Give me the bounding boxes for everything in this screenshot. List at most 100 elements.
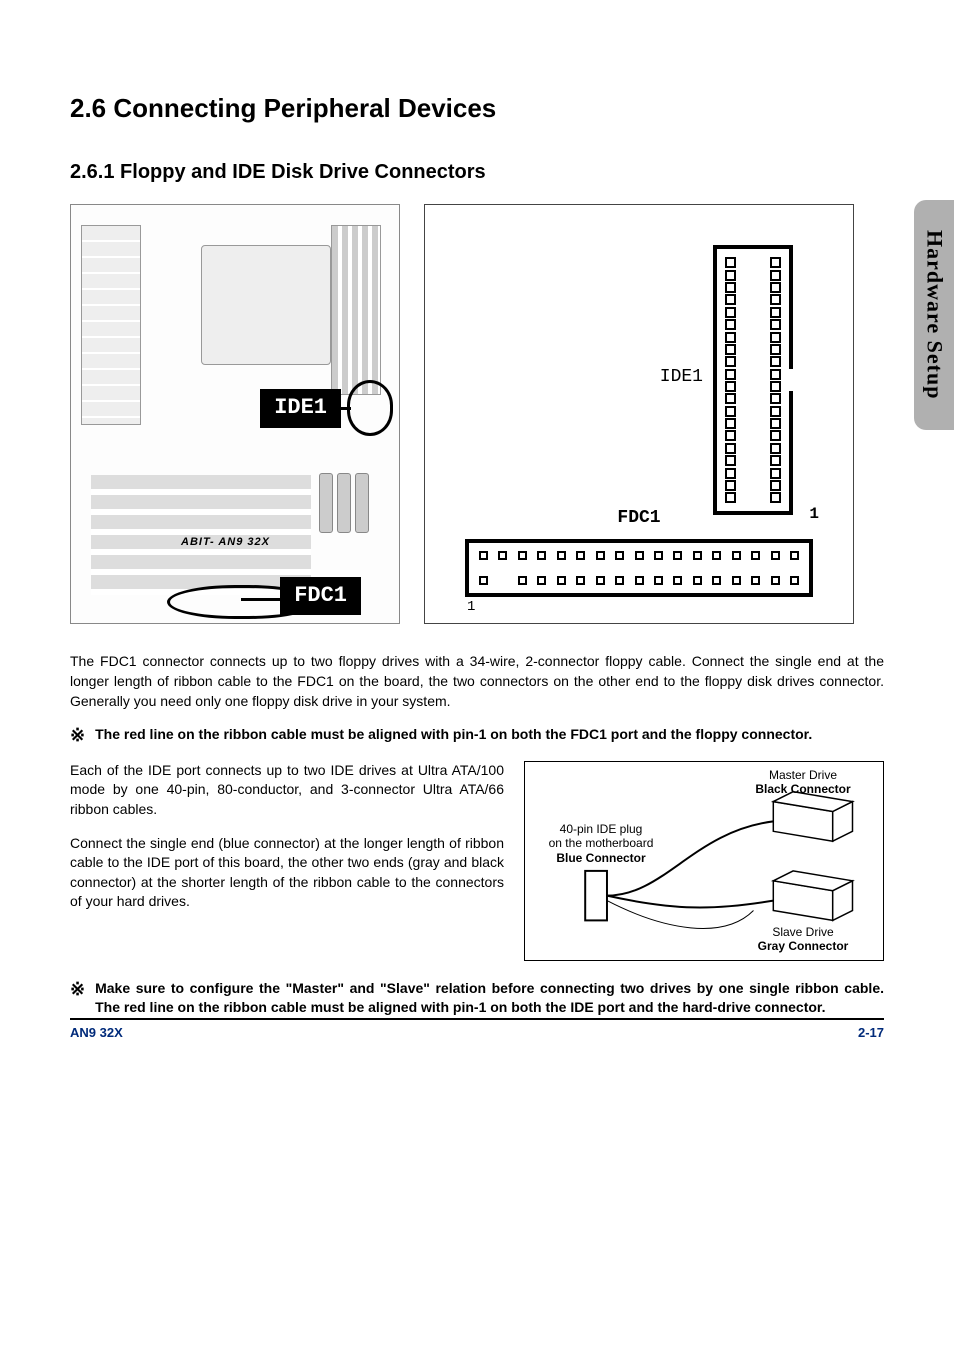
connector-figure: IDE1 1 FDC1 1 — [424, 204, 854, 624]
ide-pin — [725, 393, 736, 404]
two-column-block: Each of the IDE port connects up to two … — [70, 761, 884, 961]
ide-pin-row — [725, 257, 781, 268]
fdc1-callout-label: FDC1 — [280, 577, 361, 616]
note-symbol: ※ — [70, 979, 85, 1018]
ide-pin — [725, 307, 736, 318]
ide-pin — [770, 480, 781, 491]
fdc-pin — [771, 551, 780, 560]
fdc-pin — [498, 551, 507, 560]
ide-pin — [770, 468, 781, 479]
ide-pin — [725, 319, 736, 330]
fdc-pin — [518, 576, 527, 585]
ide-pin — [770, 406, 781, 417]
fdc-pin — [557, 576, 566, 585]
ide-pin-row — [725, 443, 781, 454]
paragraph-3: Connect the single end (blue connector) … — [70, 834, 504, 912]
cpu-socket — [201, 245, 331, 365]
ide-pin — [725, 369, 736, 380]
ide-pin — [770, 381, 781, 392]
ide-pin-row — [725, 307, 781, 318]
fdc-pin — [596, 551, 605, 560]
ide1-block — [713, 245, 793, 515]
ide-pin-row — [725, 406, 781, 417]
fdc-pin — [654, 576, 663, 585]
fdc-pin — [576, 576, 585, 585]
fdc-pin — [635, 551, 644, 560]
fdc1-text: FDC1 — [425, 506, 853, 531]
fdc-pin — [712, 551, 721, 560]
fdc-pin — [732, 576, 741, 585]
cable-master-line1: Master Drive — [769, 768, 837, 782]
section-heading: 2.6 Connecting Peripheral Devices — [70, 90, 884, 126]
ide-pin — [725, 381, 736, 392]
cable-mb-line1: 40-pin IDE plug — [560, 822, 643, 836]
note-1: ※ The red line on the ribbon cable must … — [70, 725, 884, 747]
fdc-pin — [654, 551, 663, 560]
ide-pin — [770, 319, 781, 330]
ide-pin — [770, 282, 781, 293]
cable-slave-line1: Slave Drive — [772, 925, 833, 939]
footer: AN9 32X 2-17 — [70, 1018, 884, 1042]
fdc-pin — [615, 576, 624, 585]
cable-master-line2: Black Connector — [733, 782, 873, 796]
ide-pin — [725, 443, 736, 454]
ide-pin — [725, 430, 736, 441]
ide-pin-row — [725, 381, 781, 392]
fdc-pin — [635, 576, 644, 585]
sata-chips — [319, 473, 369, 533]
ide-pin — [725, 455, 736, 466]
ide-pin — [770, 257, 781, 268]
ide1-callout-label: IDE1 — [260, 389, 341, 428]
ide-pin-row — [725, 344, 781, 355]
fdc-pin — [596, 576, 605, 585]
fdc-pin — [771, 576, 780, 585]
ide-pin-row — [725, 282, 781, 293]
io-block — [81, 225, 141, 425]
fdc-pin — [732, 551, 741, 560]
fdc-pin — [751, 576, 760, 585]
fdc-pin — [537, 551, 546, 560]
ide-pin — [770, 294, 781, 305]
fdc-pin — [615, 551, 624, 560]
fdc-pin — [673, 551, 682, 560]
ide-pin — [725, 492, 736, 503]
fdc-pin — [751, 551, 760, 560]
ide-pin-row — [725, 430, 781, 441]
note-2: ※ Make sure to configure the "Master" an… — [70, 979, 884, 1018]
fdc1-block — [465, 539, 813, 597]
ide-pin — [725, 406, 736, 417]
ide-pin — [725, 356, 736, 367]
paragraph-2: Each of the IDE port connects up to two … — [70, 761, 504, 820]
fdc-pin — [712, 576, 721, 585]
footer-left: AN9 32X — [70, 1024, 123, 1042]
fdc-pin — [518, 551, 527, 560]
ide-pin-row — [725, 455, 781, 466]
ide-pin — [770, 356, 781, 367]
ide-pin-row — [725, 492, 781, 503]
motherboard-figure: ABIT- AN9 32X IDE1 FDC1 — [70, 204, 400, 624]
ide-pin — [770, 492, 781, 503]
note-1-text: The red line on the ribbon cable must be… — [95, 725, 884, 747]
ide-pin-row — [725, 270, 781, 281]
paragraph-1: The FDC1 connector connects up to two fl… — [70, 652, 884, 711]
fdc-pin — [576, 551, 585, 560]
ide-pin — [770, 393, 781, 404]
fdc-pin — [537, 576, 546, 585]
ide-pin-row — [725, 332, 781, 343]
ide-pin — [725, 418, 736, 429]
ide-pin — [725, 282, 736, 293]
board-brand: ABIT- AN9 32X — [181, 535, 270, 550]
ide-pin — [725, 294, 736, 305]
ide-pin — [770, 418, 781, 429]
diagram-row: ABIT- AN9 32X IDE1 FDC1 IDE1 1 FDC1 1 — [70, 204, 884, 624]
cable-mb-label: 40-pin IDE plug on the motherboard Blue … — [531, 822, 671, 865]
fdc-pin — [673, 576, 682, 585]
ide-pin-row — [725, 369, 781, 380]
fdc-pin — [479, 576, 488, 585]
cable-master-label: Master Drive Black Connector — [733, 768, 873, 797]
ide-pin-row — [725, 468, 781, 479]
fdc-pin-row — [479, 551, 799, 560]
fdc-pin — [693, 551, 702, 560]
fdc-pin — [790, 551, 799, 560]
side-tab: Hardware Setup — [914, 200, 954, 430]
